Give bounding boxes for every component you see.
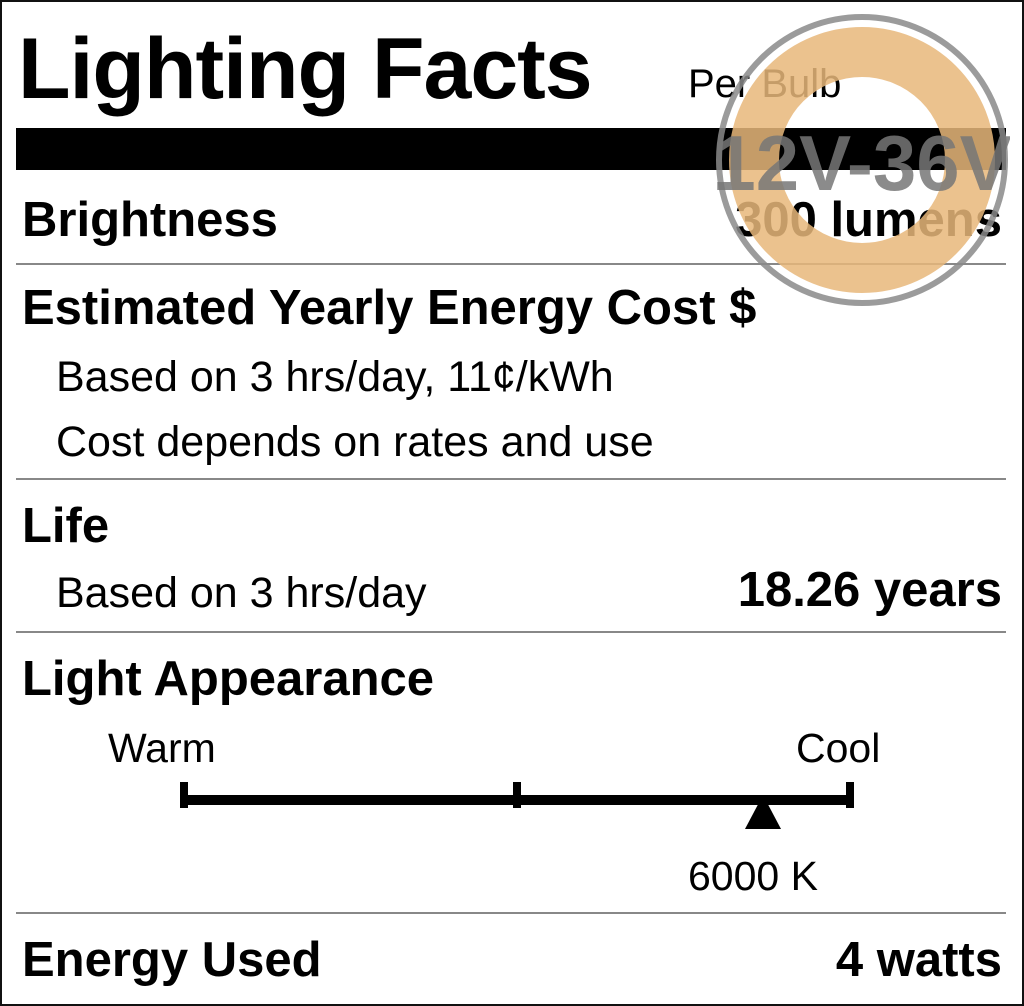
title-divider-bar (16, 128, 1006, 170)
scale-marker-triangle (745, 795, 782, 829)
appearance-label: Light Appearance (22, 652, 435, 706)
cost-basis: Based on 3 hrs/day, 11¢/kWh (56, 353, 614, 401)
life-value: 18.26 years (737, 563, 1002, 617)
scale-tick (846, 782, 854, 808)
scale-tick (513, 782, 521, 808)
brightness-value: 300 lumens (735, 193, 1002, 247)
cost-note: Cost depends on rates and use (56, 418, 654, 466)
divider (16, 912, 1006, 914)
energy-value: 4 watts (835, 933, 1002, 987)
cool-label: Cool (796, 725, 881, 771)
divider (16, 478, 1006, 480)
label-title: Lighting Facts (18, 21, 593, 117)
energy-label: Energy Used (22, 933, 322, 987)
per-bulb-text: Per Bulb (688, 62, 842, 106)
cost-label: Estimated Yearly Energy Cost $ (22, 281, 757, 335)
divider (16, 631, 1006, 633)
divider (16, 263, 1006, 265)
brightness-label: Brightness (22, 193, 278, 247)
marker-value: 6000 K (688, 853, 818, 899)
life-label: Life (22, 499, 110, 553)
warm-label: Warm (108, 725, 216, 771)
life-basis: Based on 3 hrs/day (56, 569, 427, 617)
scale-tick (180, 782, 188, 808)
